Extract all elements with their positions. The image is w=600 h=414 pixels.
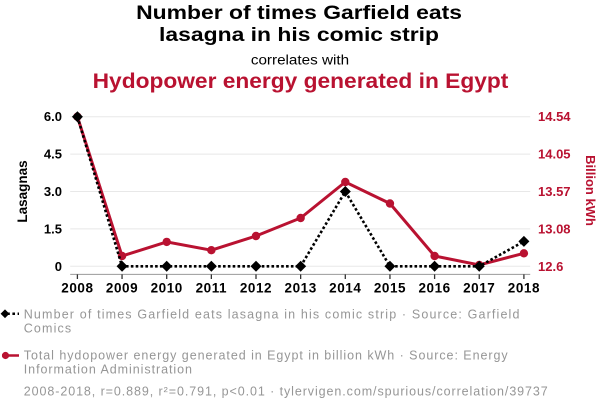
svg-text:2018: 2018 [508,281,540,296]
svg-text:2016: 2016 [418,281,450,296]
svg-text:2015: 2015 [374,281,406,296]
svg-text:14.05: 14.05 [538,147,571,162]
svg-text:correlates with: correlates with [251,53,349,68]
svg-text:3.0: 3.0 [44,184,62,199]
svg-text:2017: 2017 [463,281,495,296]
svg-text:0: 0 [55,259,62,274]
svg-text:Number of times Garfield eats: Number of times Garfield eats lasagna in… [24,308,521,322]
svg-text:2014: 2014 [329,281,361,296]
svg-text:Information Administration: Information Administration [24,363,193,377]
svg-text:lasagna in his comic strip: lasagna in his comic strip [159,24,439,46]
svg-text:4.5: 4.5 [44,147,62,162]
svg-text:Hydopower energy generated in: Hydopower energy generated in Egypt [93,69,509,93]
svg-text:Billion kWh: Billion kWh [583,155,598,226]
svg-text:12.6: 12.6 [538,259,563,274]
svg-text:13.08: 13.08 [538,221,571,236]
svg-text:13.57: 13.57 [538,184,571,199]
svg-text:2011: 2011 [196,281,228,296]
svg-text:Number of times Garfield eats: Number of times Garfield eats [136,2,462,24]
svg-text:2008: 2008 [61,281,93,296]
svg-text:2013: 2013 [285,281,317,296]
svg-text:2010: 2010 [151,281,183,296]
svg-text:6.0: 6.0 [44,109,62,124]
svg-text:2009: 2009 [106,281,138,296]
svg-text:Comics: Comics [24,322,73,336]
svg-text:Total hydopower energy generat: Total hydopower energy generated in Egyp… [24,349,509,363]
svg-text:2012: 2012 [240,281,272,296]
svg-text:Lasagnas: Lasagnas [15,160,30,222]
svg-text:2008-2018, r=0.889, r²=0.791,: 2008-2018, r=0.889, r²=0.791, p<0.01 · t… [24,385,549,399]
svg-text:1.5: 1.5 [44,221,62,236]
svg-text:14.54: 14.54 [538,109,571,124]
